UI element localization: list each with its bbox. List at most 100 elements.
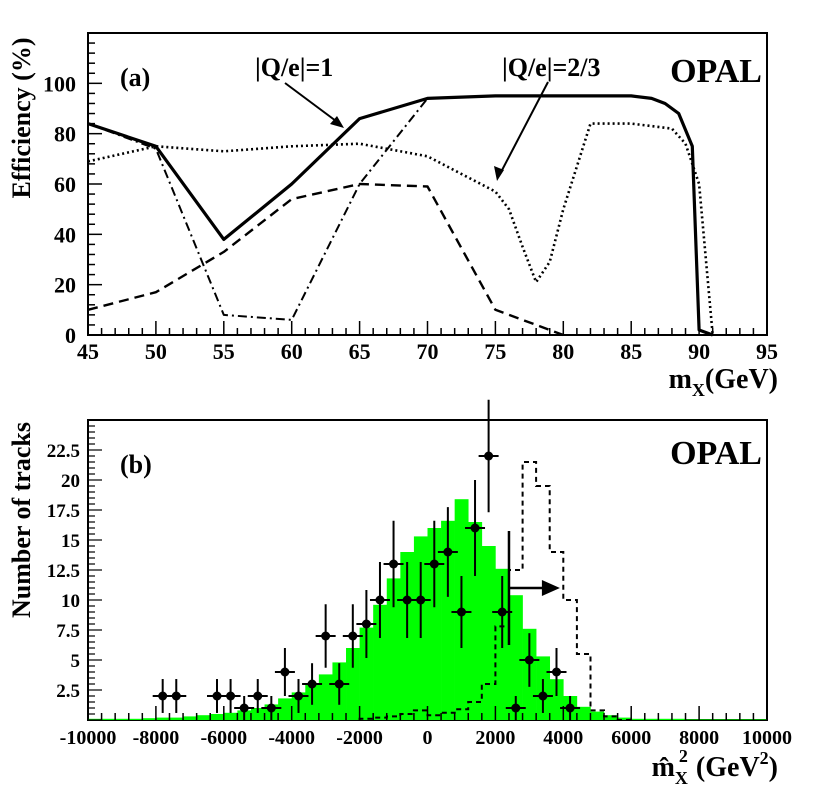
data-point-marker <box>375 595 385 605</box>
panel-b-label: (b) <box>120 450 152 479</box>
green-histogram-bar <box>658 718 673 720</box>
panel-b-y-tick-label: 2.5 <box>56 681 80 702</box>
panel-b-cut-arrow <box>507 531 560 645</box>
data-point <box>302 663 323 705</box>
green-histogram-bar <box>386 578 401 720</box>
panel-a-x-tick-label: 70 <box>417 339 439 364</box>
panel-b-y-tick-label: 22.5 <box>47 441 80 462</box>
panel-b-y-tick-label: 5 <box>71 651 81 672</box>
panel-a-x-tick-label: 90 <box>688 339 710 364</box>
panel-b-y-axis-label: Number of tracks <box>7 422 36 618</box>
data-point <box>519 633 540 687</box>
panel-b-x-tick-label: -10000 <box>60 727 117 749</box>
data-point <box>532 679 553 713</box>
panel-b-x-tick-label: -4000 <box>268 727 315 749</box>
data-point <box>424 520 445 608</box>
data-point-marker <box>171 691 181 701</box>
data-point-marker <box>470 523 480 533</box>
panel-a-y-tick-label: 60 <box>54 172 76 197</box>
data-point <box>247 679 268 713</box>
green-histogram-bar <box>183 716 197 720</box>
green-histogram-bar <box>699 719 713 720</box>
green-histogram-bar <box>115 718 130 720</box>
green-histogram-bar <box>644 718 659 720</box>
panel-b-ticks <box>87 419 768 721</box>
panel-b-x-tick-label: -6000 <box>200 727 247 749</box>
data-point <box>329 663 350 705</box>
green-histogram-bar <box>576 706 591 720</box>
green-histogram-bar <box>196 715 211 720</box>
data-point-marker <box>511 703 521 713</box>
green-histogram-bar <box>101 718 116 720</box>
panel-a-y-tick-label: 0 <box>65 323 76 348</box>
green-histogram-bar <box>223 712 238 720</box>
panel-a-y-tick-label: 40 <box>54 222 76 247</box>
panel-b-green-histogram <box>88 499 768 720</box>
data-point-marker <box>389 559 399 569</box>
data-point-marker <box>158 691 168 701</box>
panel-a-x-tick-labels: 45 50 55 60 65 70 75 80 85 90 95 <box>77 339 778 364</box>
panel-b-x-tick-label: 4000 <box>543 727 583 749</box>
green-histogram-bar <box>590 711 605 720</box>
panel-a-y-axis-label: Efficiency (%) <box>7 37 36 198</box>
panel-b-data-points <box>152 399 581 720</box>
green-histogram-bar <box>210 714 225 720</box>
panel-a-y-tick-labels: 0 20 40 60 80 100 <box>43 71 76 348</box>
green-histogram-bar <box>468 522 483 720</box>
data-point-marker <box>443 547 453 557</box>
green-histogram-bar <box>481 546 496 720</box>
panel-a-annotation-q1-arrow <box>284 82 344 128</box>
panel-b-y-tick-label: 20 <box>61 471 80 492</box>
panel-b-x-axis-label: m̂X2 (GeV2) <box>652 746 778 788</box>
data-point-marker <box>239 703 249 713</box>
green-histogram-bar <box>685 719 700 720</box>
green-histogram-bar <box>346 648 360 720</box>
data-point <box>315 604 336 668</box>
data-point-marker <box>226 691 236 701</box>
data-point-marker <box>429 559 439 569</box>
data-point <box>369 562 390 638</box>
data-point <box>451 576 472 648</box>
data-point <box>152 679 173 713</box>
data-point-marker <box>321 631 331 641</box>
data-point-marker <box>266 703 276 713</box>
data-point-marker <box>497 607 507 617</box>
green-histogram-bar <box>278 698 292 720</box>
panel-b-y-tick-label: 17.5 <box>47 501 80 522</box>
panel-a-x-tick-label: 55 <box>213 339 235 364</box>
green-histogram-bar <box>508 595 523 720</box>
green-histogram-bar <box>250 708 265 720</box>
green-histogram-bar <box>359 627 374 720</box>
panel-a-y-tick-label: 20 <box>54 273 76 298</box>
panel-a-ticks <box>87 32 768 336</box>
green-histogram-bar <box>753 719 768 720</box>
data-point <box>492 576 513 648</box>
green-histogram-bar <box>169 717 184 720</box>
series-dotted-line <box>87 122 714 336</box>
green-histogram-bar <box>712 719 727 720</box>
panel-b-x-tick-labels: -10000 -8000 -6000 -4000 -2000 0 2000 4000 6000 8… <box>60 727 792 749</box>
panel-a-x-tick-label: 80 <box>552 339 574 364</box>
green-histogram-bar <box>441 520 455 720</box>
data-point-marker <box>538 691 548 701</box>
data-point <box>356 590 377 658</box>
panel-b-y-tick-label: 10 <box>61 591 80 612</box>
panel-b-y-tick-labels: 2.5 5 7.5 10 12.5 15 17.5 20 22.5 <box>47 441 80 702</box>
data-point-marker <box>334 679 344 689</box>
green-histogram-bar <box>726 719 741 720</box>
panel-b-x-tick-label: 8000 <box>679 727 719 749</box>
panel-a-x-tick-label: 85 <box>620 339 642 364</box>
data-point-marker <box>307 679 317 689</box>
data-point-marker <box>565 703 575 713</box>
panel-b-x-tick-label: -8000 <box>133 727 180 749</box>
data-point <box>546 648 567 696</box>
data-point-marker <box>361 619 371 629</box>
panel-b-experiment-label: OPAL <box>670 435 762 472</box>
green-histogram-bar <box>142 718 157 720</box>
panel-a-x-tick-label: 65 <box>349 339 371 364</box>
panel-a-annotation-q23: |Q/e|=2/3 <box>502 53 600 82</box>
data-point <box>465 480 486 576</box>
data-point <box>437 507 458 597</box>
green-histogram-bar <box>631 718 646 720</box>
